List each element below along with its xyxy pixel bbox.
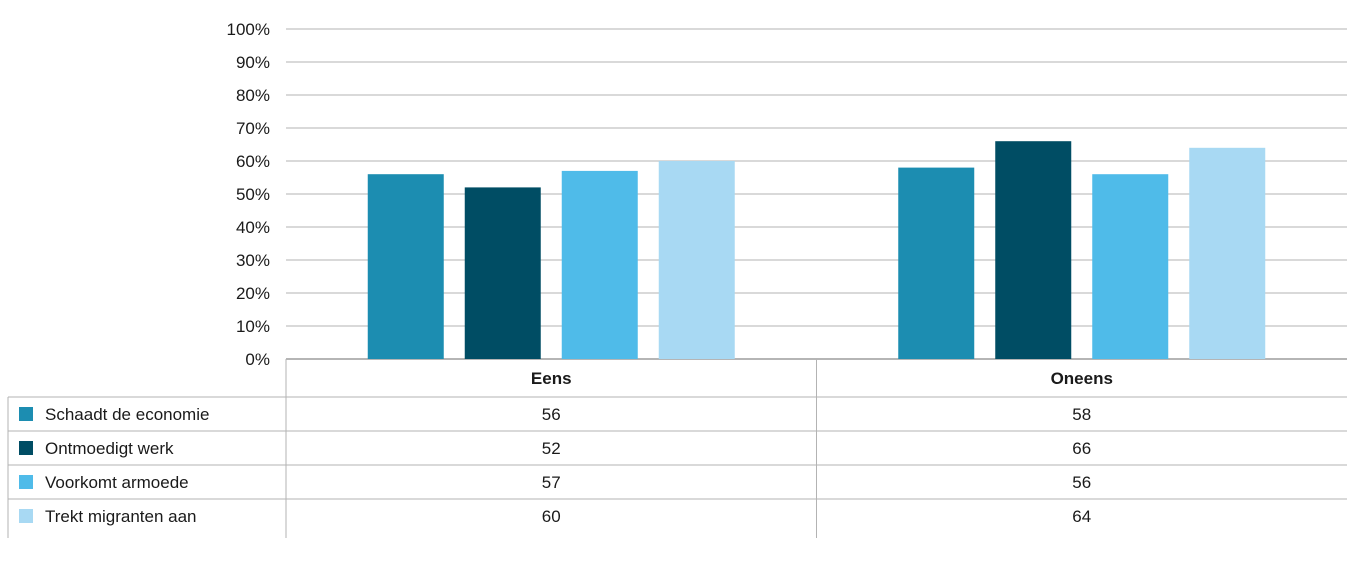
y-tick-label: 0% — [245, 350, 270, 369]
legend-label: Schaadt de economie — [45, 405, 209, 424]
data-label: 56 — [542, 405, 561, 424]
data-label: 64 — [1072, 507, 1091, 526]
y-tick-label: 60% — [236, 152, 270, 171]
y-tick-label: 70% — [236, 119, 270, 138]
y-tick-label: 100% — [227, 20, 270, 39]
legend-label: Trekt migranten aan — [45, 507, 197, 526]
bar — [1092, 174, 1169, 359]
bar — [464, 187, 541, 359]
legend-swatch — [19, 475, 33, 489]
y-tick-label: 20% — [236, 284, 270, 303]
data-label: 57 — [542, 473, 561, 492]
legend-swatch — [19, 407, 33, 421]
data-label: 58 — [1072, 405, 1091, 424]
category-label: Oneens — [1051, 369, 1113, 388]
y-axis: 0% 10% 20% 30% 40% 50% 60% 70% 80% 90% 100% — [227, 20, 270, 369]
data-label: 60 — [542, 507, 561, 526]
y-tick-label: 30% — [236, 251, 270, 270]
bar — [1189, 147, 1266, 359]
bar — [995, 141, 1072, 359]
bar — [561, 170, 638, 359]
legend-label: Ontmoedigt werk — [45, 439, 174, 458]
data-table: Eens Oneens Schaadt de economie 56 58 Ontmoed… — [7, 359, 1347, 538]
category-label: Eens — [531, 369, 572, 388]
bars — [367, 141, 1266, 359]
bar — [658, 161, 735, 359]
data-label: 52 — [542, 439, 561, 458]
bar — [898, 167, 975, 359]
y-tick-label: 50% — [236, 185, 270, 204]
y-tick-label: 10% — [236, 317, 270, 336]
bar — [367, 174, 444, 359]
y-tick-label: 40% — [236, 218, 270, 237]
data-label: 66 — [1072, 439, 1091, 458]
legend-label: Voorkomt armoede — [45, 473, 189, 492]
gridlines — [286, 28, 1347, 360]
legend-swatch — [19, 441, 33, 455]
y-tick-label: 90% — [236, 53, 270, 72]
data-label: 56 — [1072, 473, 1091, 492]
legend-swatch — [19, 509, 33, 523]
y-tick-label: 80% — [236, 86, 270, 105]
